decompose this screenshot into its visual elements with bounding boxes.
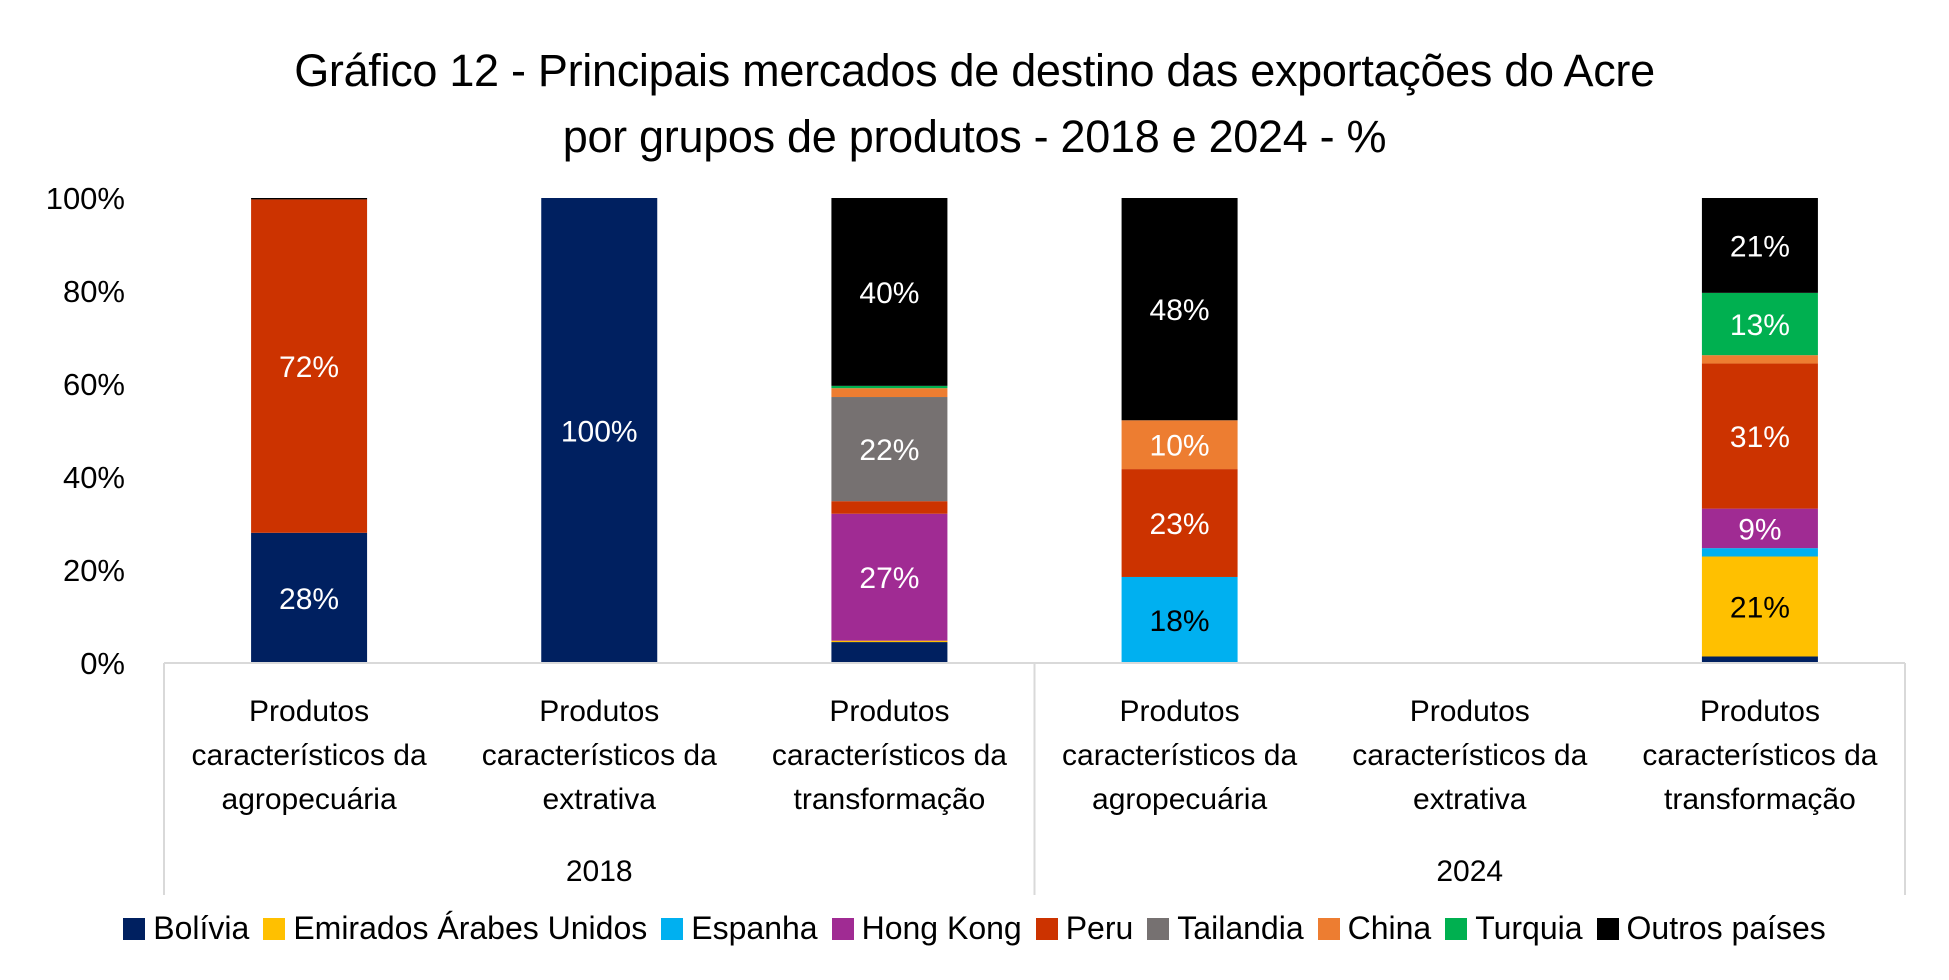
data-label: 100% [561, 416, 638, 449]
chart-subtitle: por grupos de produtos - 2018 e 2024 - % [562, 111, 1387, 162]
bar-segment-emirados-arabes-unidos [831, 640, 948, 643]
bar-segment-tailandia [831, 397, 948, 502]
legend-swatch [831, 917, 854, 940]
data-label: 10% [1150, 430, 1210, 463]
data-label: 23% [1150, 508, 1210, 541]
bar-segment-turquia [831, 385, 948, 389]
bar-segment-china [1701, 355, 1818, 364]
bar-segment-outros-paises [251, 198, 368, 200]
bar-segment-hong-kong [1701, 508, 1818, 549]
category-label: extrativa [543, 783, 657, 816]
legend-item: China [1317, 910, 1432, 947]
category-label: característicos da [192, 739, 427, 772]
y-tick-label: 100% [46, 181, 125, 216]
data-label: 28% [279, 583, 339, 616]
category-label: característicos da [1352, 739, 1587, 772]
legend-item: Bolívia [123, 910, 249, 947]
legend-label: China [1347, 910, 1432, 946]
legend-item: Outros países [1596, 910, 1826, 947]
data-label: 27% [859, 562, 919, 595]
bar-segment-outros-paises [1701, 198, 1818, 293]
category-label: característicos da [772, 739, 1007, 772]
bar-segment-outros-paises [1121, 198, 1238, 421]
data-label: 40% [859, 277, 919, 310]
group-label: 2018 [566, 855, 633, 888]
category-label: agropecuária [222, 783, 397, 816]
data-label: 48% [1150, 294, 1210, 327]
legend-item: Tailandia [1147, 910, 1304, 947]
category-label: Produtos [1410, 695, 1530, 728]
category-label: Produtos [1120, 695, 1240, 728]
data-label: 21% [1730, 230, 1790, 263]
legend-label: Outros países [1626, 910, 1826, 946]
legend-label: Bolívia [153, 910, 250, 946]
bar-segment-bolivia [541, 198, 658, 663]
category-label: característicos da [1642, 739, 1877, 772]
legend-swatch [1445, 917, 1468, 940]
category-label: extrativa [1413, 783, 1527, 816]
bar-segment-turquia [1701, 292, 1818, 356]
y-tick-label: 80% [63, 274, 125, 309]
category-label: característicos da [482, 739, 717, 772]
category-label: Produtos [249, 695, 369, 728]
bar-segment-bolivia [1701, 656, 1818, 663]
legend-label: Tailandia [1177, 910, 1304, 946]
category-label: Produtos [539, 695, 659, 728]
legend-swatch [123, 917, 146, 940]
legend-label: Peru [1065, 910, 1134, 946]
legend-item: Peru [1035, 910, 1134, 947]
data-label: 9% [1738, 513, 1781, 546]
bar-segment-bolivia [251, 532, 368, 663]
bar-segment-emirados-arabes-unidos [1701, 556, 1818, 657]
category-label: transformação [794, 783, 986, 816]
y-tick-label: 0% [80, 646, 125, 681]
legend-label: Turquia [1475, 910, 1583, 946]
bar-segment-peru [831, 501, 948, 514]
legend-label: Emirados Árabes Unidos [293, 910, 648, 946]
bar-segment-outros-paises [831, 198, 948, 386]
bar-segment-peru [1121, 469, 1238, 577]
legend-item: Hong Kong [831, 910, 1022, 947]
category-label: transformação [1664, 783, 1856, 816]
legend-swatch [661, 917, 684, 940]
bar-segment-espanha [1701, 548, 1818, 557]
data-label: 13% [1730, 309, 1790, 342]
legend-swatch [1596, 917, 1619, 940]
y-tick-label: 40% [63, 460, 125, 495]
data-label: 72% [279, 351, 339, 384]
data-label: 18% [1150, 605, 1210, 638]
legend-swatch [263, 917, 286, 940]
bar-segment-hong-kong [831, 513, 948, 641]
bar-segment-bolivia [831, 642, 948, 663]
legend-swatch [1035, 917, 1058, 940]
legend-swatch [1317, 917, 1340, 940]
bar-segment-peru [1701, 363, 1818, 509]
legend-item: Espanha [661, 910, 818, 947]
y-tick-label: 60% [63, 367, 125, 402]
data-label: 21% [1730, 592, 1790, 625]
category-label: agropecuária [1092, 783, 1267, 816]
bar-segment-peru [251, 199, 368, 533]
legend-item: Turquia [1445, 910, 1583, 947]
group-label: 2024 [1436, 855, 1503, 888]
legend-swatch [1147, 917, 1170, 940]
chart-title: Gráfico 12 - Principais mercados de dest… [294, 45, 1655, 96]
legend-label: Espanha [691, 910, 818, 946]
chart-legend: Bolívia Emirados Árabes Unidos Espanha Hong… [0, 910, 1949, 947]
category-label: Produtos [829, 695, 949, 728]
bar-segment-espanha [1121, 576, 1238, 663]
data-label: 31% [1730, 421, 1790, 454]
y-tick-label: 20% [63, 553, 125, 588]
category-label: Produtos [1700, 695, 1820, 728]
data-label: 22% [859, 434, 919, 467]
legend-label: Hong Kong [861, 910, 1022, 946]
category-label: característicos da [1062, 739, 1297, 772]
bar-segment-china [1121, 420, 1238, 470]
legend-item: Emirados Árabes Unidos [263, 910, 647, 947]
bar-segment-china [831, 388, 948, 398]
